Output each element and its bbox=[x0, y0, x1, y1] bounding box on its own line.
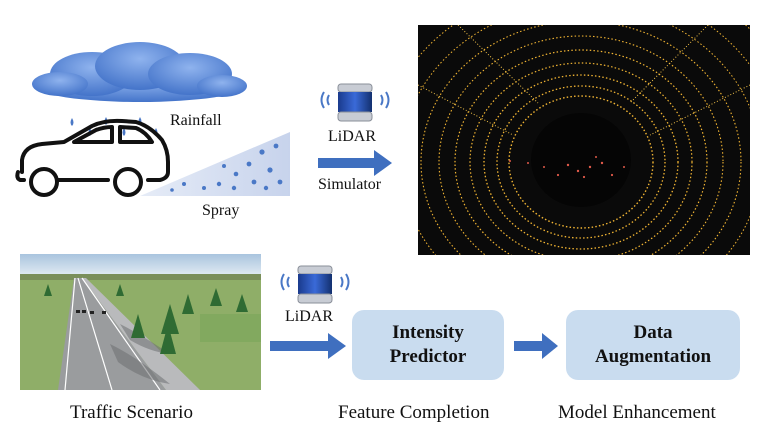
rainfall-label: Rainfall bbox=[170, 112, 222, 129]
arrow-simulator-icon bbox=[318, 150, 392, 176]
point-cloud-image bbox=[418, 25, 750, 255]
lidar-label-top: LiDAR bbox=[328, 128, 376, 145]
intensity-predictor-box: Intensity Predictor bbox=[352, 310, 504, 380]
weather-illustration bbox=[15, 42, 290, 197]
traffic-scenario-caption: Traffic Scenario bbox=[70, 402, 193, 423]
data-augmentation-box: Data Augmentation bbox=[566, 310, 740, 380]
lidar-sensor-icon-bottom bbox=[280, 265, 350, 304]
arrow-to-intensity-icon bbox=[270, 333, 346, 359]
arrow-to-augmentation-icon bbox=[514, 333, 558, 359]
traffic-scenario-image bbox=[20, 254, 261, 390]
model-enhancement-caption: Model Enhancement bbox=[558, 402, 716, 423]
data-augmentation-label: Data Augmentation bbox=[594, 322, 712, 367]
cloud-icon bbox=[32, 42, 247, 102]
spray-label: Spray bbox=[202, 202, 240, 219]
spray-icon bbox=[140, 132, 290, 196]
feature-completion-caption: Feature Completion bbox=[338, 402, 490, 423]
simulator-label: Simulator bbox=[318, 176, 382, 193]
lidar-label-bottom: LiDAR bbox=[285, 308, 333, 325]
intensity-predictor-label: Intensity Predictor bbox=[389, 322, 467, 367]
lidar-sensor-icon bbox=[320, 83, 390, 122]
car-icon bbox=[15, 118, 170, 197]
